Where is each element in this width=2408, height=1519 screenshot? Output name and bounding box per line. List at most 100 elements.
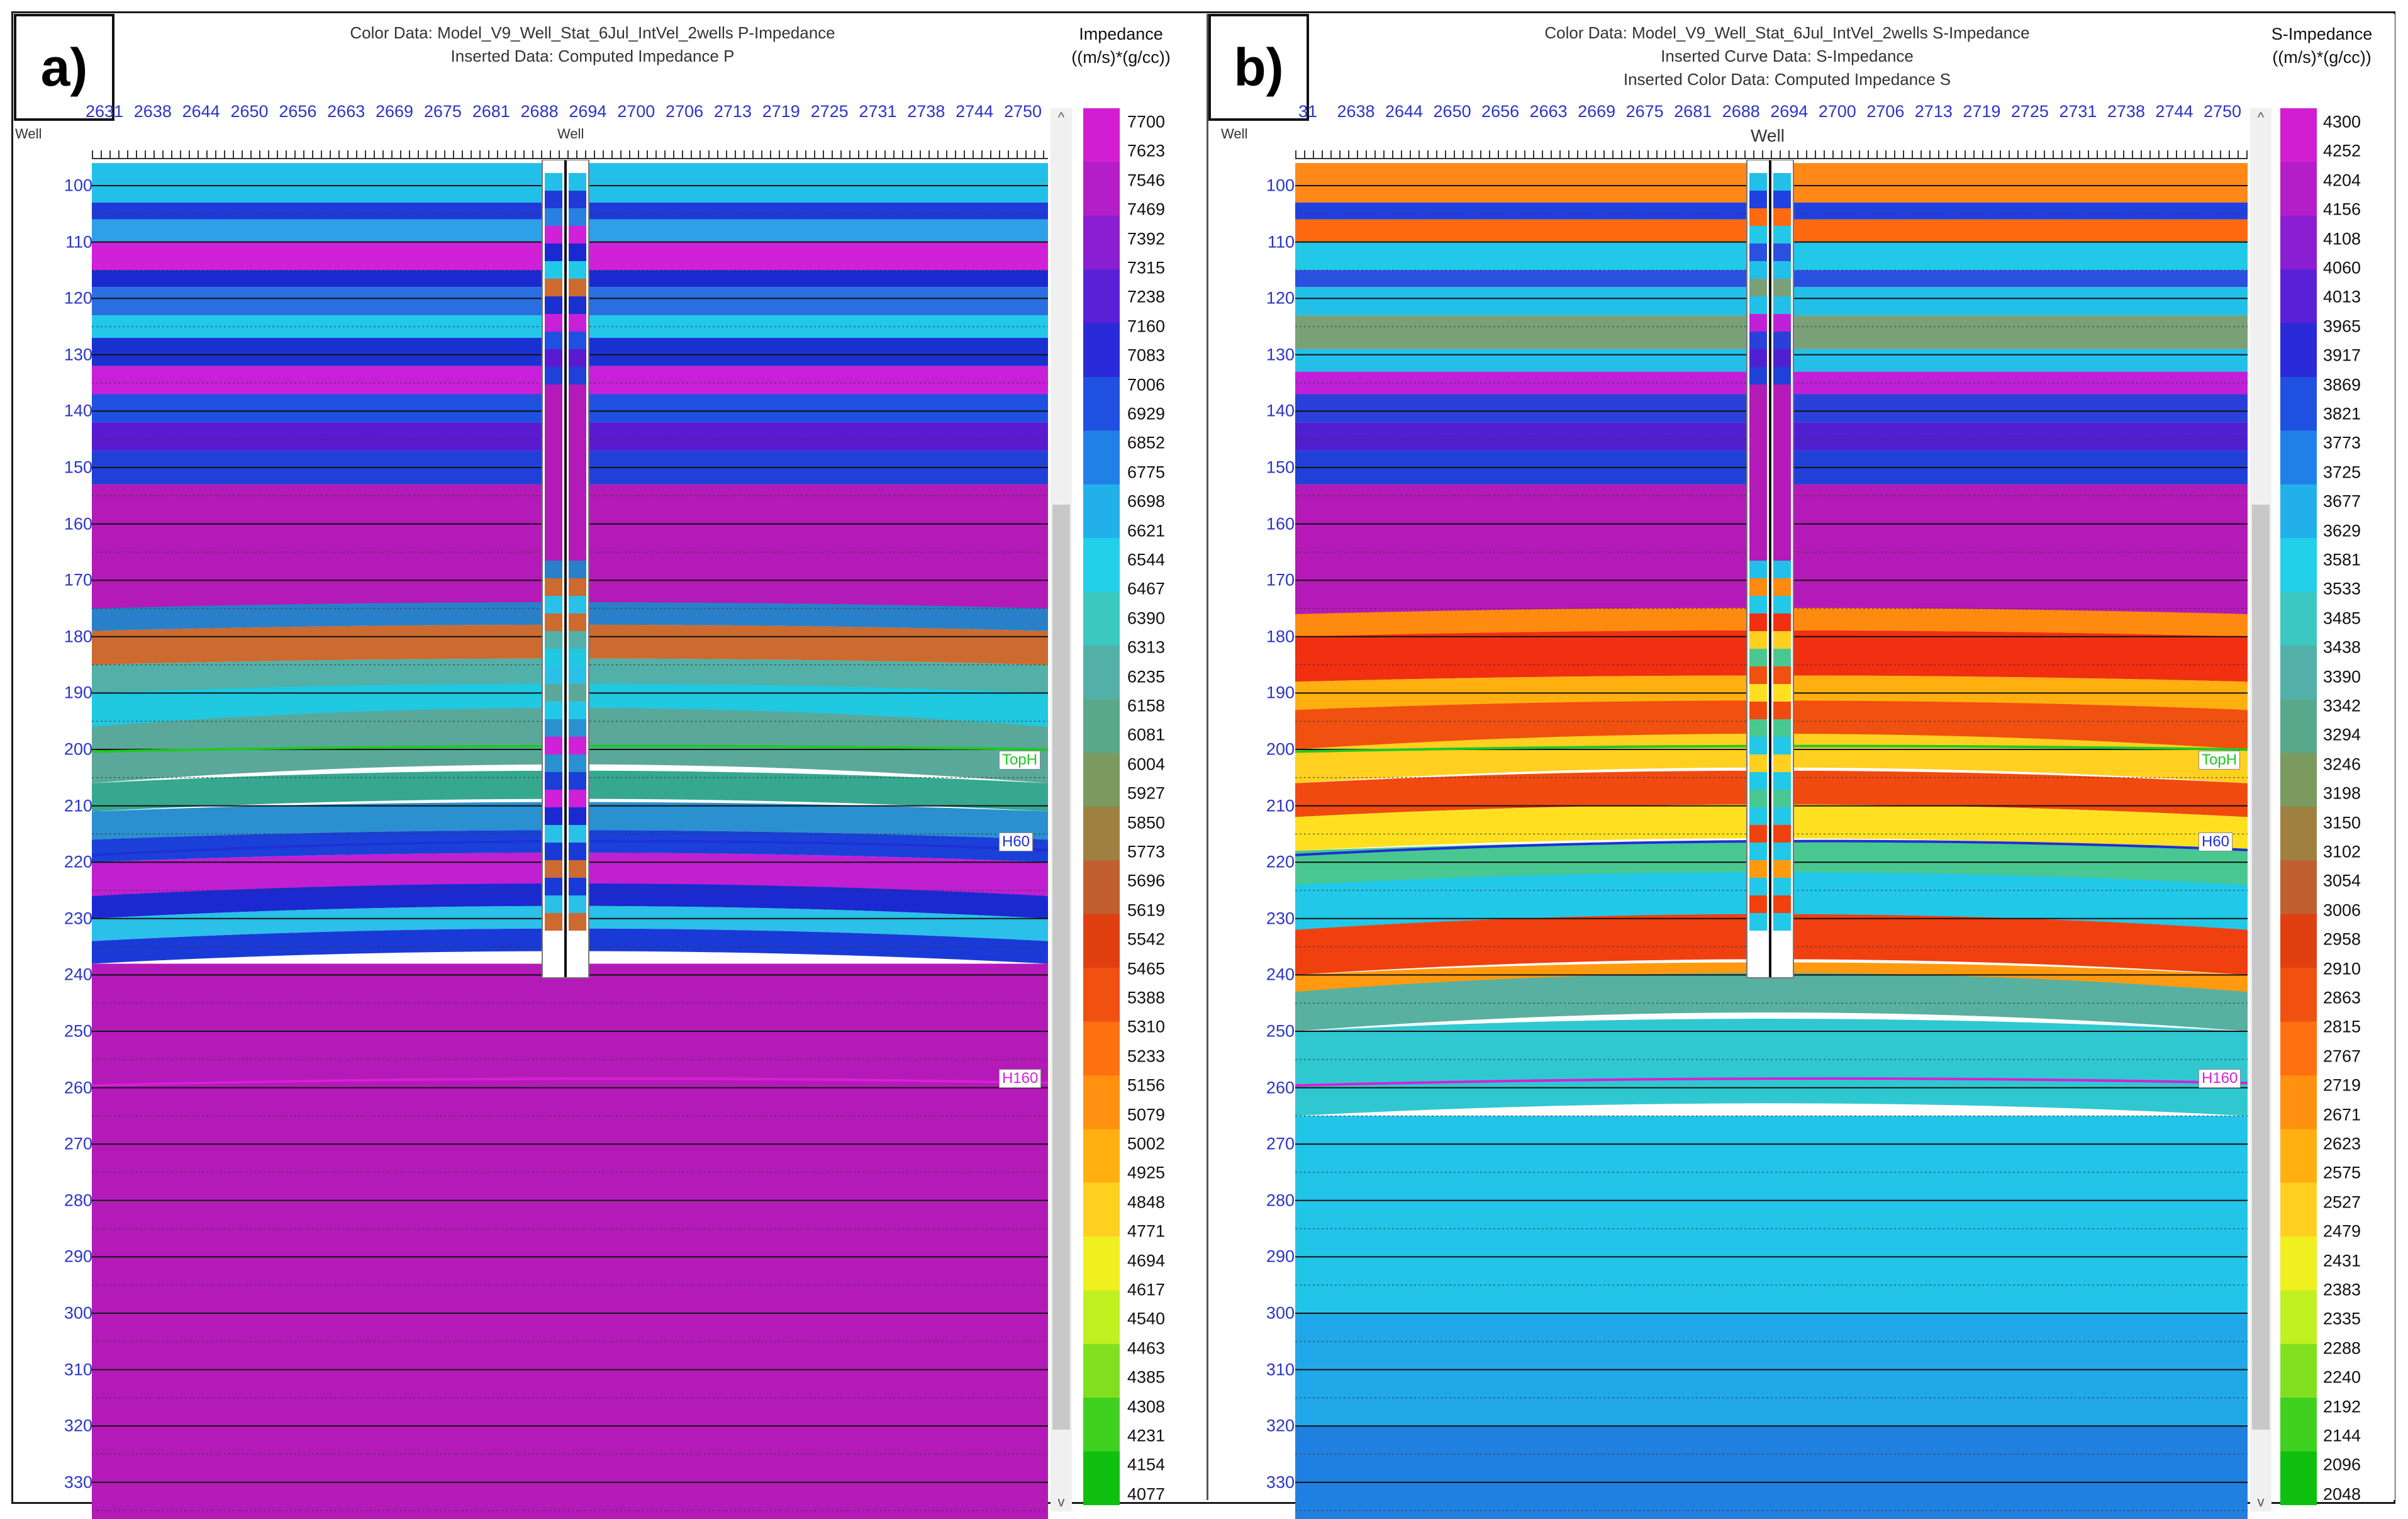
well-log-cell [569,543,586,561]
colorbar-swatch [1083,753,1120,807]
well-log-cell [1773,508,1791,525]
colorbar-tick-label: 2479 [2323,1221,2361,1241]
colorbar-swatch [1083,1236,1120,1291]
well-log-cell [1749,244,1767,261]
vertical-scrollbar[interactable]: ^ v [1051,108,1072,1511]
scroll-down-arrow[interactable]: v [1057,1494,1065,1510]
well-log-cell [569,525,586,543]
scroll-up-arrow[interactable]: ^ [2257,109,2265,125]
scroll-up-arrow[interactable]: ^ [1057,109,1065,125]
well-log-cell [1773,490,1791,508]
horizon-label-h60: H60 [2199,832,2233,851]
scrollbar-thumb[interactable] [2252,505,2270,1430]
well-log-cell [545,384,562,402]
impedance-layer [92,963,1048,1519]
well-log-cell [1749,596,1767,614]
well-log-cell [1749,490,1767,508]
well-log-cell [545,473,562,490]
well-log-cell [545,349,562,367]
well-log-cell [1773,913,1791,931]
well-log-cell [1773,754,1791,772]
trace-label: 2656 [1481,102,1520,121]
well-log-cell [1749,860,1767,878]
colorbar-tick-label: 3054 [2323,871,2361,890]
horizon-label-toph: TopH [999,750,1041,770]
trace-label: 2700 [617,102,655,121]
colorbar-tick-label: 4848 [1127,1192,1166,1212]
colorbar-tick-label: 4617 [1127,1280,1166,1299]
impedance-layer [1295,1116,2248,1313]
well-log-cell [545,208,562,226]
scrollbar-thumb[interactable] [1052,505,1070,1430]
colorbar-swatch [2280,323,2317,378]
well-log-cell [569,490,586,508]
scroll-down-arrow[interactable]: v [2257,1494,2265,1510]
colorbar-tick-label: 4925 [1127,1163,1166,1182]
colorbar-swatch [1083,269,1120,324]
colorbar-swatch [1083,215,1120,271]
well-log-cell [545,420,562,437]
well-log-cell [1773,807,1791,825]
well-log-cell [1749,508,1767,525]
colorbar-tick-label: 2192 [2323,1397,2361,1416]
well-log-cell [1749,878,1767,895]
colorbar-tick-label: 4156 [2323,199,2361,219]
well-log-cell [1749,384,1767,402]
well-log-cell [569,191,586,208]
vertical-scrollbar[interactable]: ^ v [2250,108,2271,1511]
well-log-cell [569,649,586,666]
colorbar-swatch [2280,1398,2317,1452]
well-log-cell [1749,843,1767,860]
well-log-cell [1749,825,1767,843]
colorbar-tick-label: 2096 [2323,1455,2361,1474]
colorbar-tick-label: 2767 [2323,1046,2361,1066]
colorbar-tick-label: 4108 [2323,229,2361,249]
well-log-cell [1749,807,1767,825]
trace-label: 2694 [1770,102,1809,121]
colorbar-tick-label: 6621 [1127,521,1166,541]
colorbar-tick-label: 4385 [1127,1367,1166,1387]
well-log-cell [569,314,586,332]
colorbar-tick-label: 4154 [1127,1455,1166,1474]
panel-a-header: Color Data: Model_V9_Well_Stat_6Jul_IntV… [278,21,907,68]
well-log-cell [569,332,586,349]
well-log-cell [1749,296,1767,314]
seismic-section-p[interactable]: TopH H60 H160 [92,160,1048,1519]
panel-b-label: b) [1208,14,1309,121]
well-log-cell [545,261,562,279]
colorbar-tick-label: 2144 [2323,1426,2361,1445]
well-log-cell [1749,578,1767,596]
well-log-cell [545,843,562,860]
well-log-cell [545,543,562,561]
well-log-cell [545,737,562,754]
well-log-cell [569,807,586,825]
well-log-cell [569,596,586,614]
colorbar-swatch [2280,968,2317,1023]
well-log-cell [1749,737,1767,754]
colorbar-tick-label: 4694 [1127,1251,1166,1270]
well-log-cell [1773,349,1791,367]
colorbar-tick-label: 2623 [2323,1134,2361,1153]
panel-a-p-impedance: a) Color Data: Model_V9_Well_Stat_6Jul_I… [14,14,1184,1519]
well-log-cell [1773,314,1791,332]
well-log-cell [545,649,562,666]
colorbar-swatch [2280,376,2317,432]
well-log-cell [545,314,562,332]
colorbar-swatch [2280,753,2317,807]
well-log-cell [1749,367,1767,384]
well-log-cell [545,895,562,913]
well-log-cell [545,244,562,261]
well-log-cell [545,191,562,208]
trace-label: 2700 [1818,102,1856,121]
colorbar-tick-label: 6313 [1127,637,1166,657]
colorbar-tick-label: 4231 [1127,1426,1166,1445]
trace-label: 2669 [1578,102,1616,121]
trace-label: 2750 [1003,102,1042,121]
seismic-section-s[interactable]: TopH H60 H160 [1295,160,2248,1519]
well-log-cell [1773,684,1791,702]
colorbar-tick-label: 3773 [2323,433,2361,452]
well-log-cell [545,508,562,525]
colorbar-tick-label: 3342 [2323,696,2361,715]
trace-label: 2719 [1963,102,2001,121]
well-log-cell [545,702,562,719]
